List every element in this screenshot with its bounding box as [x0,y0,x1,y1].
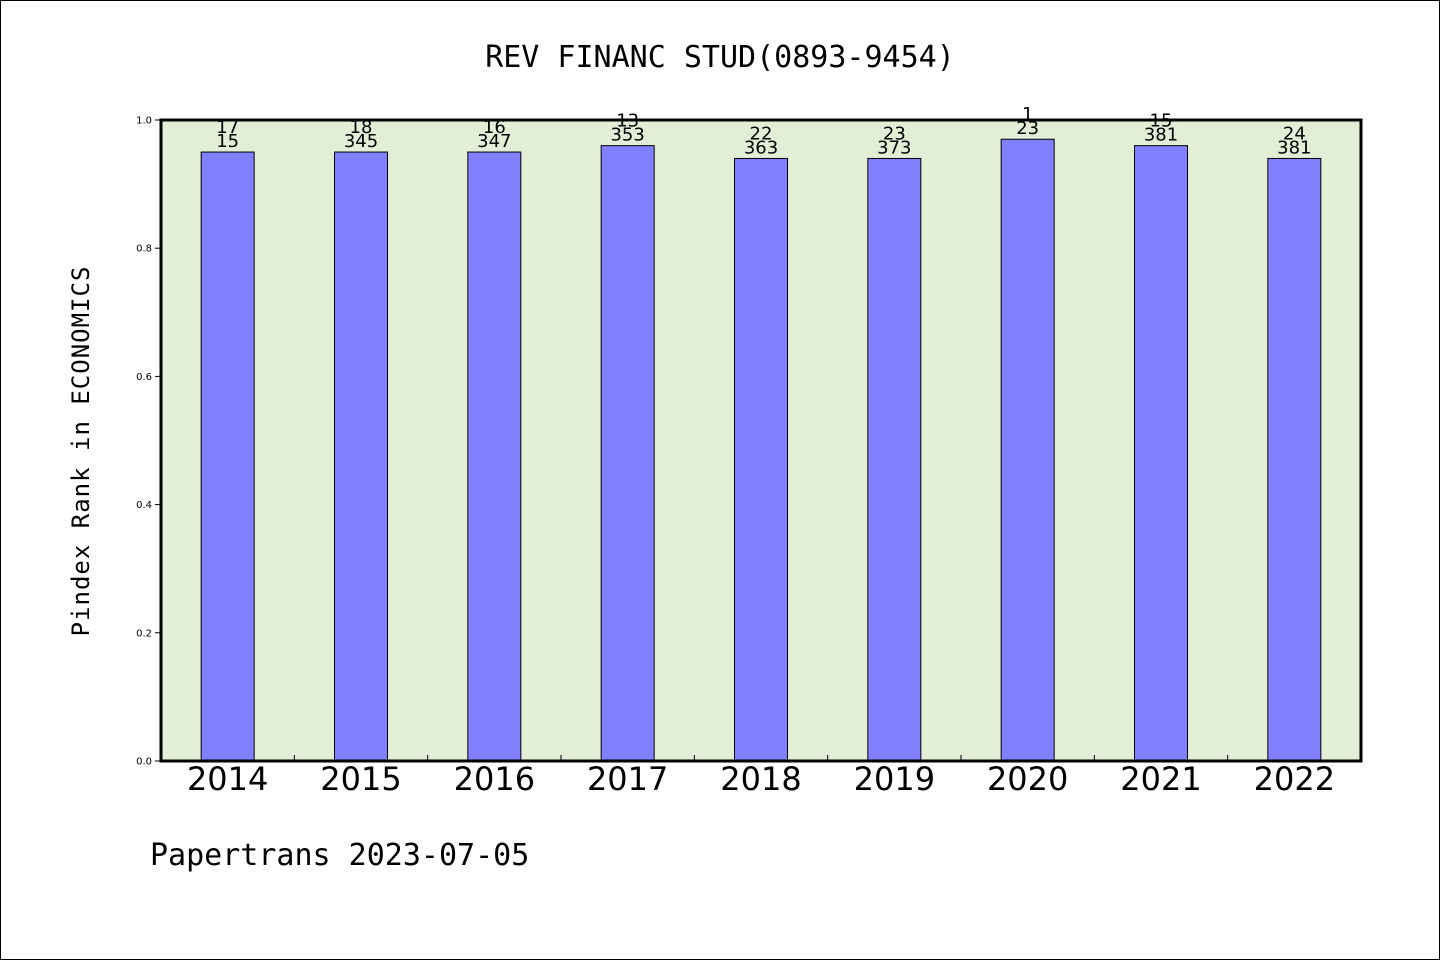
x-tick-label-2020: 2020 [987,760,1068,798]
bar-2017 [600,145,655,762]
y-tick-label-0.6: 0.6 [136,372,152,383]
rank-label-2014: 17 [216,117,239,138]
y-tick-label-0.0: 0.0 [136,757,152,768]
chart-title: REV FINANC STUD(0893-9454) [485,40,955,75]
y-tick-label-1.0: 1.0 [136,116,152,127]
total-label-2017: 353 [610,125,644,146]
rank-label-2016: 16 [483,117,506,138]
x-tick-label-2021: 2021 [1120,760,1201,798]
total-label-2016: 347 [477,131,511,152]
x-axis: 2014 2015 2016 2017 2018 2019 2020 2021 2022 [187,755,1335,798]
bar-2019 [867,157,922,762]
bar-2021 [1134,145,1188,762]
rank-label-2015: 18 [350,117,373,138]
bar-2014 [200,151,255,762]
total-label-2014: 15 [216,131,239,152]
x-tick-label-2015: 2015 [320,760,401,798]
y-tick-label-0.4: 0.4 [136,500,152,511]
rank-label-2020: 1 [1022,104,1033,125]
rank-label-2019: 23 [883,123,906,144]
bar-2016 [467,151,522,762]
bars-group [200,138,1322,762]
footer-text: Papertrans 2023-07-05 [150,838,529,873]
total-label-2015: 345 [344,131,378,152]
bar-2020 [1000,138,1055,762]
bar-2022 [1267,157,1322,762]
y-tick-label-0.2: 0.2 [136,628,152,639]
plot-frame [159,118,1363,763]
total-label-2018: 363 [744,137,778,158]
bar-2018 [734,157,788,762]
x-tick-label-2022: 2022 [1254,760,1335,798]
total-label-2020: 23 [1016,118,1039,139]
x-tick-label-2014: 2014 [187,760,268,798]
y-tick-label-0.8: 0.8 [136,244,152,255]
total-label-2022: 381 [1277,137,1311,158]
x-tick-label-2019: 2019 [854,760,935,798]
x-tick-label-2018: 2018 [720,760,801,798]
y-axis: 0.0 0.2 0.4 0.6 0.8 1.0 [136,116,161,768]
y-axis-label: Pindex Rank in ECONOMICS [67,266,95,637]
bar-2015 [334,151,388,762]
total-label-2021: 381 [1144,125,1178,146]
total-label-2019: 373 [877,137,911,158]
rank-label-2018: 22 [750,123,773,144]
x-tick-label-2016: 2016 [454,760,535,798]
x-tick-label-2017: 2017 [587,760,668,798]
rank-label-2022: 24 [1283,123,1306,144]
